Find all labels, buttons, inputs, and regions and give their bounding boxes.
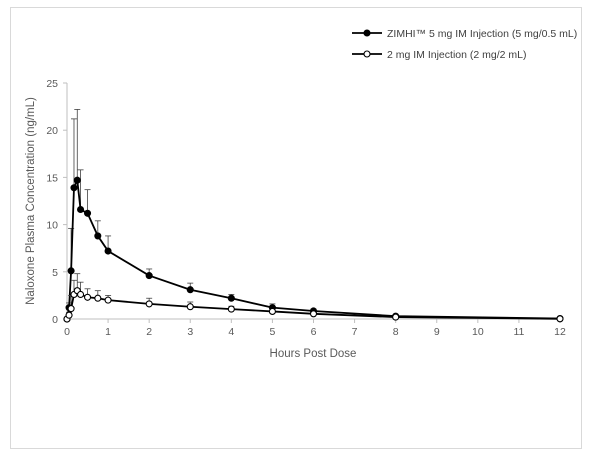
legend-item-1: ZIMHI™ 5 mg IM Injection (5 mg/0.5 mL)	[352, 28, 577, 40]
x-tick-label: 2	[146, 326, 152, 338]
series-1	[63, 109, 564, 323]
data-point	[227, 294, 235, 302]
legend: ZIMHI™ 5 mg IM Injection (5 mg/0.5 mL) 2 …	[352, 28, 577, 61]
data-point	[73, 176, 81, 184]
x-tick-label: 6	[311, 326, 317, 338]
y-tick-label: 15	[46, 172, 58, 184]
data-point	[104, 296, 112, 304]
data-point	[309, 310, 318, 318]
data-point	[145, 272, 153, 280]
y-tick-label: 25	[46, 78, 58, 90]
data-point	[556, 315, 564, 323]
x-tick-label: 11	[513, 326, 524, 338]
data-point	[83, 209, 92, 217]
legend-marker	[363, 50, 371, 58]
x-tick-label: 10	[472, 326, 484, 338]
x-tick-label: 0	[64, 326, 70, 338]
data-point	[67, 305, 75, 313]
data-point	[65, 311, 73, 319]
data-point	[227, 305, 235, 313]
series-line	[66, 289, 561, 320]
data-point	[268, 307, 276, 315]
y-tick-label: 0	[52, 314, 58, 326]
x-tick-label: 3	[187, 326, 193, 338]
x-axis-title: Hours Post Dose	[270, 348, 357, 360]
legend-item-2: 2 mg IM Injection (2 mg/2 mL)	[352, 49, 526, 61]
series-2	[63, 273, 564, 323]
legend-label: 2 mg IM Injection (2 mg/2 mL)	[387, 49, 526, 61]
data-point	[77, 290, 85, 299]
x-tick-label: 8	[393, 326, 399, 338]
data-point	[392, 313, 400, 321]
x-tick-label: 9	[434, 326, 440, 338]
data-point	[83, 293, 92, 301]
x-tick-label: 1	[105, 326, 111, 338]
y-tick-label: 5	[52, 267, 58, 279]
data-point	[77, 205, 85, 214]
data-point	[186, 286, 194, 294]
data-point	[70, 184, 78, 192]
y-tick-label: 20	[46, 125, 58, 137]
x-tick-label: 7	[352, 326, 358, 338]
y-axis-title: Naloxone Plasma Concentration (ng/mL)	[25, 97, 37, 305]
series-line	[66, 176, 561, 320]
chart-frame	[10, 7, 582, 449]
legend-marker	[363, 29, 371, 37]
x-tick-label: 5	[269, 326, 275, 338]
data-point	[94, 294, 102, 302]
data-point	[94, 232, 102, 240]
data-point	[104, 247, 112, 255]
data-point	[67, 267, 75, 275]
x-tick-label: 4	[228, 326, 234, 338]
y-tick-label: 10	[46, 220, 58, 232]
data-point	[145, 300, 153, 308]
legend-label: ZIMHI™ 5 mg IM Injection (5 mg/0.5 mL)	[387, 28, 577, 40]
series-layer	[63, 109, 564, 323]
x-tick-label: 12	[554, 326, 566, 338]
data-point	[186, 303, 194, 311]
